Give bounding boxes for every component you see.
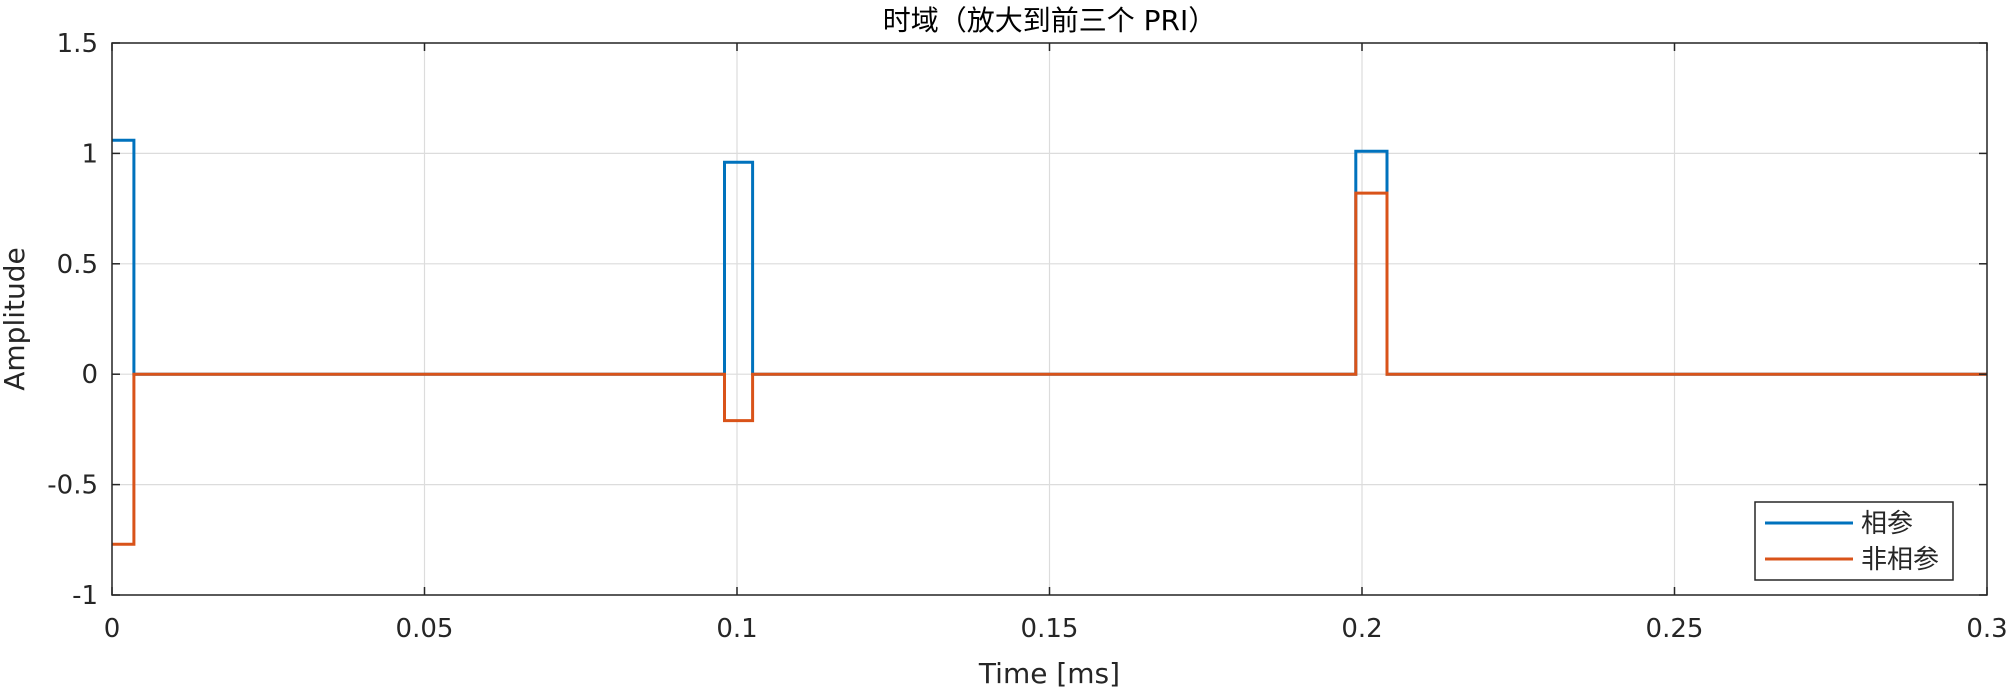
x-tick-label: 0.25: [1646, 614, 1704, 644]
axis-ticks: 0 0.05 0.1 0.15 0.2 0.25 0.3 -1 -0.5 0 0.5 1 1.5: [47, 29, 2007, 644]
legend-box: [1754, 501, 1954, 581]
y-tick-label: -0.5: [47, 471, 98, 501]
y-tick-label: 0.5: [57, 250, 98, 280]
x-tick-label: 0.3: [1966, 614, 2007, 644]
x-tick-label: 0.1: [716, 614, 757, 644]
x-tick-label: 0.2: [1341, 614, 1382, 644]
y-tick-label: 0: [81, 360, 98, 390]
series-line-1: [112, 191, 1987, 546]
x-axis-label: Time [ms]: [978, 657, 1120, 690]
x-tick-label: 0.15: [1021, 614, 1079, 644]
x-tick-label: 0: [104, 614, 121, 644]
legend-label-coherent: 相参: [1861, 509, 1913, 539]
y-axis-label: Amplitude: [0, 247, 31, 391]
y-tick-label: 1.5: [57, 29, 98, 59]
y-tick-label: 1: [81, 139, 98, 169]
chart-title: 时域（放大到前三个 PRI）: [883, 4, 1217, 37]
y-tick-label: -1: [72, 581, 98, 611]
series-line-0: [112, 138, 1987, 376]
legend-label-noncoherent: 非相参: [1861, 545, 1939, 575]
legend: 相参 非相参: [1754, 501, 1954, 581]
x-tick-label: 0.05: [396, 614, 454, 644]
series-layer: [112, 138, 1987, 546]
